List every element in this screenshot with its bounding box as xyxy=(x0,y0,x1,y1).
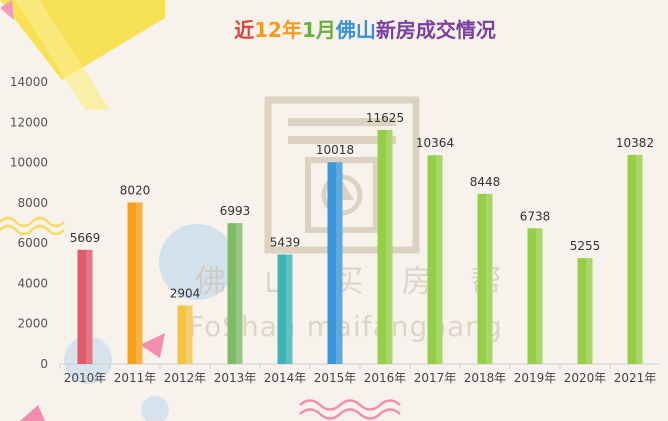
bar-highlight xyxy=(436,155,443,364)
chart-title-segment: 12年 xyxy=(254,18,302,42)
bar-highlight xyxy=(186,305,193,364)
bar-highlight xyxy=(86,249,93,364)
bar-highlight xyxy=(336,162,343,364)
y-tick-label: 14000 xyxy=(10,75,48,89)
y-tick-label: 0 xyxy=(40,357,48,371)
bar xyxy=(327,162,343,364)
y-tick-label: 6000 xyxy=(17,236,48,250)
pink-triangle-decoration xyxy=(140,333,165,358)
bar xyxy=(627,154,643,364)
yellow-band-decoration xyxy=(15,0,110,110)
yellow-wave-decoration xyxy=(0,216,65,236)
x-tick-label: 2011年 xyxy=(114,371,157,385)
bar xyxy=(527,228,543,364)
bar xyxy=(427,155,443,364)
x-tick-label: 2020年 xyxy=(564,371,607,385)
x-tick-label: 2012年 xyxy=(164,371,207,385)
bar xyxy=(177,305,193,364)
chart-title-segment: 近 xyxy=(234,18,254,42)
watermark-chinese: 佛 山 买 房 帮 xyxy=(195,264,515,300)
data-label: 8020 xyxy=(120,183,151,197)
data-label: 5669 xyxy=(70,231,101,245)
pink-triangle-top-decoration xyxy=(0,0,14,20)
y-tick-label: 4000 xyxy=(17,276,48,290)
y-tick-label: 2000 xyxy=(17,317,48,331)
x-tick-label: 2015年 xyxy=(314,371,357,385)
bar-highlight xyxy=(386,129,393,364)
bar-highlight xyxy=(536,228,543,364)
data-label: 8448 xyxy=(470,175,501,189)
bar xyxy=(577,258,593,364)
bar-highlight xyxy=(636,154,643,364)
x-tick-label: 2013年 xyxy=(214,371,257,385)
y-axis: 0 2000 4000 6000 8000 10000 12000 14000 xyxy=(10,75,48,371)
bar-highlight xyxy=(236,223,243,364)
data-label: 5439 xyxy=(270,235,301,249)
bar xyxy=(277,254,293,364)
data-label: 10382 xyxy=(616,136,654,150)
pink-triangle-bottom-decoration xyxy=(20,405,45,421)
chart-title-segment: 佛山 xyxy=(335,18,376,42)
bottom-blue-circle-decoration xyxy=(141,396,169,421)
bar xyxy=(377,129,393,364)
bar-highlight xyxy=(136,202,143,364)
x-axis: 2010年 2011年 2012年 2013年 2014年 2015年 2016年 2017年… xyxy=(59,363,660,385)
bar-highlight xyxy=(586,258,593,364)
data-label: 5255 xyxy=(570,239,601,253)
y-tick-label: 8000 xyxy=(17,196,48,210)
x-tick-label: 2014年 xyxy=(264,371,307,385)
bars-group: 5669 8020 2904 6993 5439 10018 11625 10364 8448 6… xyxy=(70,111,654,364)
pink-wave-decoration xyxy=(299,399,401,420)
data-label: 10364 xyxy=(416,136,454,150)
data-label: 2904 xyxy=(170,287,201,301)
x-tick-label: 2016年 xyxy=(364,371,407,385)
decorations xyxy=(0,0,401,421)
y-tick-label: 12000 xyxy=(10,115,48,129)
chart-title-segment: 1月 xyxy=(302,18,336,42)
bar xyxy=(477,193,493,364)
data-label: 6993 xyxy=(220,204,251,218)
x-tick-label: 2017年 xyxy=(414,371,457,385)
bar xyxy=(127,202,143,364)
chart-title-segment: 新房成交情况 xyxy=(376,18,496,42)
chart-title: 近12年1月佛山新房成交情况 xyxy=(234,18,496,42)
x-tick-label: 2018年 xyxy=(464,371,507,385)
data-label: 11625 xyxy=(366,111,404,125)
x-tick-label: 2019年 xyxy=(514,371,557,385)
x-tick-label: 2010年 xyxy=(64,371,107,385)
bar xyxy=(227,223,243,364)
blue-circle-decoration xyxy=(159,224,235,300)
data-label: 6738 xyxy=(520,209,551,223)
x-tick-label: 2021年 xyxy=(614,371,657,385)
bar xyxy=(77,249,93,364)
bar-highlight xyxy=(286,254,293,364)
data-label: 10018 xyxy=(316,143,354,157)
y-tick-label: 10000 xyxy=(10,156,48,170)
bar-highlight xyxy=(486,193,493,364)
